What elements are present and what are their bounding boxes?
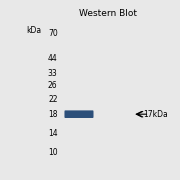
FancyBboxPatch shape bbox=[64, 110, 93, 118]
Text: 18: 18 bbox=[48, 110, 58, 119]
Text: 14: 14 bbox=[48, 129, 58, 138]
Text: 44: 44 bbox=[48, 54, 58, 63]
Text: 22: 22 bbox=[48, 95, 58, 104]
Text: 33: 33 bbox=[48, 69, 58, 78]
Text: 17kDa: 17kDa bbox=[143, 110, 168, 119]
Text: Western Blot: Western Blot bbox=[79, 9, 137, 18]
Text: 70: 70 bbox=[48, 29, 58, 38]
Text: 26: 26 bbox=[48, 81, 58, 90]
Text: kDa: kDa bbox=[26, 26, 41, 35]
Text: 10: 10 bbox=[48, 148, 58, 157]
